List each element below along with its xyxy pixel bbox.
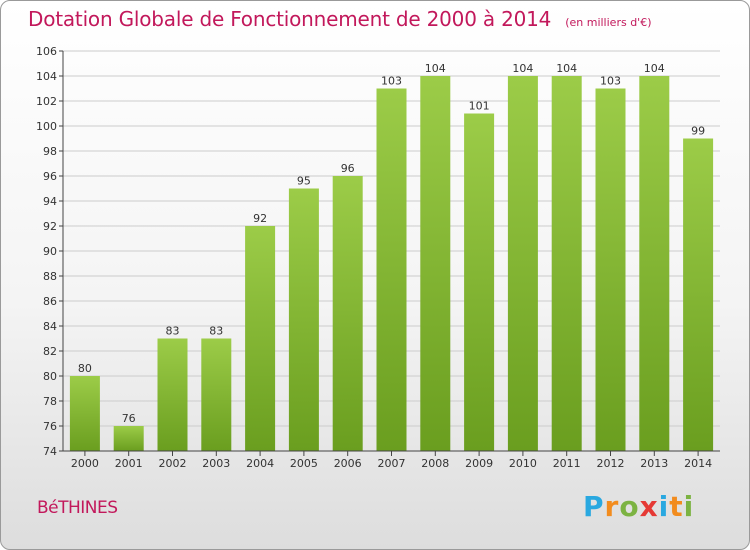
x-tick-label: 2012 [597, 457, 625, 470]
bars [69, 76, 714, 451]
x-tick-label: 2004 [246, 457, 274, 470]
proxiti-logo: Proxiti [583, 490, 694, 523]
data-label: 104 [425, 62, 446, 75]
data-label: 104 [556, 62, 577, 75]
data-label: 99 [691, 125, 705, 138]
chart-unit-label: (en milliers d'€) [565, 16, 652, 29]
logo-letter: r [604, 490, 620, 523]
y-tick-label: 90 [43, 245, 57, 258]
x-tick-label: 2011 [553, 457, 581, 470]
x-tick-label: 2008 [421, 457, 449, 470]
bar [464, 113, 495, 451]
x-tick-label: 2006 [334, 457, 362, 470]
y-tick-label: 84 [43, 320, 57, 333]
bar [595, 88, 626, 451]
axes [62, 51, 720, 452]
bar [376, 88, 407, 451]
y-tick-label: 96 [43, 170, 57, 183]
y-tick-label: 106 [36, 45, 57, 58]
bar [420, 76, 451, 451]
y-tick-label: 74 [43, 445, 57, 458]
town-name: BéTHINES [37, 498, 118, 518]
y-tick-label: 102 [36, 95, 57, 108]
x-axis-ticks: 2000 2001 2002 2003 2004 2005 2006 2007 2008 2009… [71, 451, 712, 470]
data-label: 96 [341, 162, 355, 175]
y-tick-label: 92 [43, 220, 57, 233]
y-tick-label: 94 [43, 195, 57, 208]
y-tick-label: 86 [43, 295, 57, 308]
logo-letter: i [658, 490, 670, 523]
y-tick-label: 80 [43, 370, 57, 383]
bar [69, 376, 100, 451]
logo-letter: P [583, 490, 605, 523]
data-label: 92 [253, 212, 267, 225]
chart-title: Dotation Globale de Fonctionnement de 20… [28, 7, 651, 31]
data-label: 83 [209, 325, 223, 338]
logo-letter: t [669, 490, 684, 523]
data-label: 80 [78, 362, 92, 375]
data-labels: 80 76 83 83 92 95 96 103 104 101 104 104 103 104 99 [78, 62, 705, 425]
data-label: 101 [469, 100, 490, 113]
y-tick-label: 82 [43, 345, 57, 358]
data-label: 83 [166, 325, 180, 338]
bar [245, 226, 276, 451]
bar [551, 76, 582, 451]
y-tick-label: 76 [43, 420, 57, 433]
data-label: 103 [600, 75, 621, 88]
y-tick-label: 98 [43, 145, 57, 158]
bar [332, 176, 363, 451]
data-label: 103 [381, 75, 402, 88]
data-label: 104 [644, 62, 665, 75]
x-tick-label: 2009 [465, 457, 493, 470]
x-tick-label: 2000 [71, 457, 99, 470]
x-tick-label: 2010 [509, 457, 537, 470]
y-tick-label: 100 [36, 120, 57, 133]
x-tick-label: 2013 [640, 457, 668, 470]
y-tick-label: 104 [36, 70, 57, 83]
bar [288, 188, 319, 451]
bar [507, 76, 538, 451]
bar [201, 338, 232, 451]
data-label: 76 [122, 412, 136, 425]
chart-title-text: Dotation Globale de Fonctionnement de 20… [28, 7, 552, 31]
bar [639, 76, 670, 451]
x-tick-label: 2005 [290, 457, 318, 470]
y-axis-ticks: 74 76 78 80 82 84 86 88 90 92 94 96 98 100 102 104 106 [36, 45, 63, 458]
data-label: 104 [512, 62, 533, 75]
x-tick-label: 2001 [115, 457, 143, 470]
logo-letter: o [619, 490, 640, 523]
x-tick-label: 2014 [684, 457, 712, 470]
bar [683, 138, 714, 451]
y-tick-label: 78 [43, 395, 57, 408]
y-tick-label: 88 [43, 270, 57, 283]
bar [113, 426, 144, 451]
x-tick-label: 2007 [378, 457, 406, 470]
logo-letter: x [639, 490, 659, 523]
bar [157, 338, 188, 451]
x-tick-label: 2002 [159, 457, 187, 470]
logo-letter: i [683, 490, 695, 523]
data-label: 95 [297, 175, 311, 188]
x-tick-label: 2003 [202, 457, 230, 470]
